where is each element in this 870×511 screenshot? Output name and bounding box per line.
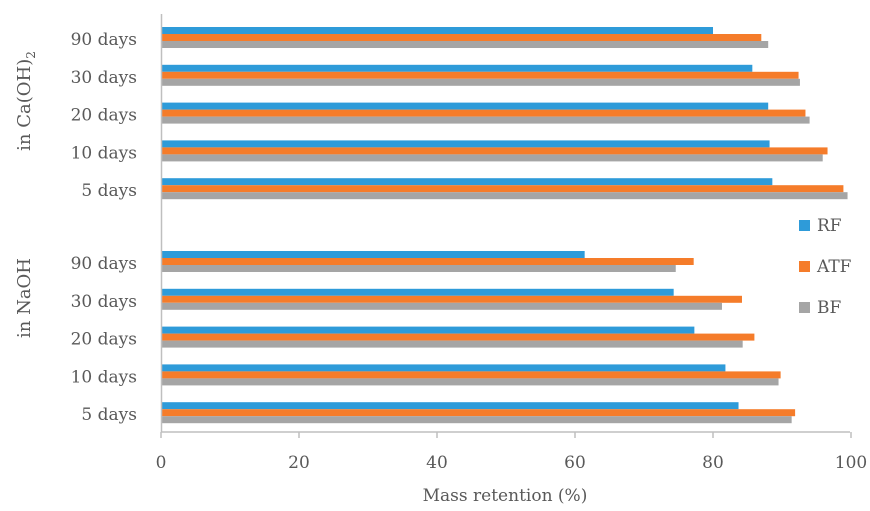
bar-caoh2-30-days-bf [162,78,800,86]
bar-caoh2-10-days-atf [162,147,828,155]
bar-naoh-5-days-rf [162,402,739,410]
x-axis-title: Mass retention (%) [423,486,588,506]
x-tick-label: 80 [702,453,724,473]
bar-naoh-90-days-rf [162,251,585,258]
category-label: 30 days [71,68,137,88]
bar-naoh-30-days-bf [162,302,722,310]
bar-naoh-10-days-atf [162,371,781,379]
bar-naoh-30-days-rf [162,288,674,296]
category-labels: 90 days 30 days 20 days 10 days 5 days 90 day… [71,30,137,425]
bar-caoh2-90-days-rf [162,27,713,34]
legend-label-rf: RF [817,216,842,236]
bar-caoh2-20-days-bf [162,116,810,124]
group-label-naoh: in NaOH [14,258,35,338]
legend-label-bf: BF [817,298,841,318]
bar-caoh2-90-days-atf [162,34,762,41]
category-label: 10 days [71,143,137,163]
bar-caoh2-30-days-rf [162,64,753,72]
legend-swatch-bf [799,302,810,313]
bar-naoh-10-days-rf [162,364,726,372]
bar-naoh-20-days-atf [162,333,755,341]
axis-layer [160,14,850,433]
bar-caoh2-20-days-rf [162,102,769,110]
bar-caoh2-10-days-bf [162,154,823,162]
bar-naoh-5-days-bf [162,416,792,424]
bar-naoh-90-days-bf [162,265,676,272]
bar-naoh-20-days-rf [162,326,695,334]
legend-label-atf: ATF [816,257,852,277]
x-tick-label: 0 [156,453,167,473]
category-label: 90 days [71,30,137,50]
category-label: 5 days [81,405,137,425]
group-label-caoh2-subscript: 2 [24,51,38,59]
legend-swatch-atf [799,261,810,272]
ticks-layer: 0 20 40 60 80 100 [156,432,867,473]
bar-naoh-30-days-atf [162,295,742,303]
bar-caoh2-90-days-bf [162,41,769,48]
category-label: 20 days [71,330,137,350]
bar-caoh2-5-days-bf [162,192,848,200]
x-tick-label: 60 [564,453,586,473]
category-label: 10 days [71,367,137,387]
category-label: 20 days [71,106,137,126]
group-labels: in Ca(OH)2 in NaOH [14,51,38,338]
bar-caoh2-20-days-atf [162,109,806,117]
category-label: 30 days [71,292,137,312]
bar-caoh2-10-days-rf [162,140,770,148]
bar-naoh-5-days-atf [162,409,796,417]
bar-caoh2-30-days-atf [162,71,799,79]
bar-caoh2-5-days-atf [162,185,844,193]
legend: RF ATF BF [799,216,852,318]
group-label-caoh2: in Ca(OH)2 [14,51,38,151]
bars-layer [162,27,848,424]
bar-naoh-10-days-bf [162,378,779,386]
x-tick-label: 100 [835,453,867,473]
bar-naoh-90-days-atf [162,258,694,265]
bar-caoh2-5-days-rf [162,178,773,186]
category-label: 5 days [81,181,137,201]
x-tick-label: 20 [288,453,310,473]
category-label: 90 days [71,254,137,274]
bar-naoh-20-days-bf [162,340,743,348]
legend-swatch-rf [799,220,810,231]
group-label-caoh2-main: in Ca(OH) [14,59,35,151]
x-tick-label: 40 [426,453,448,473]
